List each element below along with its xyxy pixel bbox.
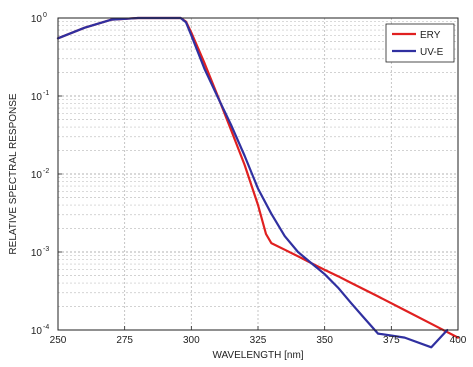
legend-label-ery: ERY (420, 30, 441, 41)
legend-box (385, 23, 455, 63)
x-axis: 250 275 300 325 350 375 400 (50, 326, 467, 346)
y-tick-exponent: 0 (43, 12, 47, 19)
y-tick-label: 10 (31, 92, 43, 103)
x-tick-label: 300 (183, 335, 200, 346)
y-tick-exponent: -3 (43, 246, 49, 253)
x-tick-label: 325 (250, 335, 267, 346)
y-tick-label: 10 (31, 170, 43, 181)
legend-label-uv-e: UV-E (420, 47, 444, 58)
y-tick-exponent: -2 (43, 168, 49, 175)
y-axis-title: RELATIVE SPECTRAL RESPONSE (8, 93, 19, 254)
y-tick-label: 10 (31, 248, 43, 259)
x-tick-label: 275 (116, 335, 133, 346)
y-tick-label: 10 (31, 14, 43, 25)
y-tick-label: 10 (31, 326, 43, 337)
x-tick-label: 375 (383, 335, 400, 346)
x-axis-title: WAVELENGTH [nm] (212, 350, 303, 361)
x-tick-label: 350 (316, 335, 333, 346)
x-tick-label: 250 (50, 335, 67, 346)
x-tick-label: 400 (450, 335, 467, 346)
y-tick-exponent: -1 (43, 90, 49, 97)
y-tick-exponent: -4 (43, 324, 49, 331)
legend: ERY UV-E (385, 23, 455, 63)
